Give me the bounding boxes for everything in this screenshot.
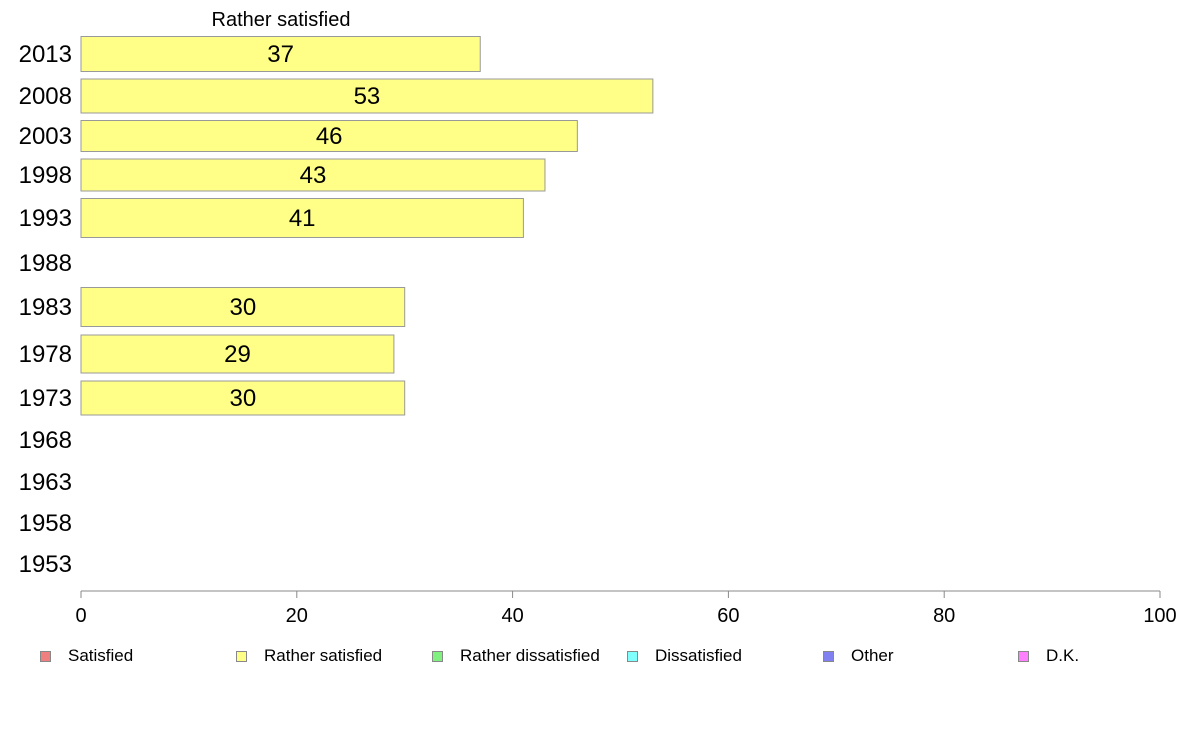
bar-value-label: 53 [354,83,381,110]
legend-label: Rather dissatisfied [460,646,600,665]
bar-value-label: 43 [300,162,327,189]
y-tick-label: 1998 [19,162,72,189]
y-tick-label: 1953 [19,551,72,578]
legend-label: D.K. [1046,646,1080,665]
y-tick-label: 1958 [19,510,72,537]
legend-swatch [432,650,443,662]
y-tick-label: 2003 [19,123,72,150]
legend-swatch [823,650,834,662]
bar-value-label: 30 [229,294,256,321]
x-axis-ticks: 0 20 40 60 80 100 [75,591,1177,627]
y-tick-label: 2013 [19,41,72,68]
legend-label: Other [851,646,894,665]
bar-group: 37 53 46 43 41 30 29 30 [80,36,654,416]
legend-label: Satisfied [68,646,134,665]
bar-value-label: 37 [267,41,294,68]
x-tick-label: 80 [933,605,955,627]
legend-item-satisfied: Satisfied [40,646,133,666]
bar [80,380,406,416]
legend-item-dk: D.K. [1018,646,1079,666]
x-tick-label: 20 [286,605,308,627]
legend-item-other: Other [823,646,894,666]
legend-swatch [236,650,247,662]
bar [80,287,406,327]
legend-item-rather-dissatisfied: Rather dissatisfied [432,646,600,666]
legend-item-dissatisfied: Dissatisfied [627,646,742,666]
legend-label: Dissatisfied [655,646,742,665]
y-tick-label: 1963 [19,469,72,496]
y-tick-label: 1978 [19,341,72,368]
bar-value-label: 30 [229,385,256,412]
legend-item-rather-satisfied: Rather satisfied [236,646,382,666]
x-tick-label: 60 [717,605,739,627]
y-tick-label: 1983 [19,294,72,321]
legend: Satisfied Rather satisfied Rather dissat… [0,646,1188,666]
legend-swatch [627,650,638,662]
legend-label: Rather satisfied [264,646,383,665]
bar-value-label: 46 [316,123,343,150]
x-tick-label: 100 [1143,605,1176,627]
chart-title: Rather satisfied [212,9,351,31]
x-tick-label: 0 [75,605,86,627]
bar [80,120,578,152]
bar [80,36,481,72]
x-tick-label: 40 [501,605,523,627]
bar-value-label: 29 [224,341,251,368]
legend-swatch [1018,650,1029,662]
y-tick-label: 1993 [19,205,72,232]
bar [80,334,395,374]
bar-value-label: 41 [289,205,316,232]
bar [80,78,654,114]
bar [80,198,524,238]
y-tick-label: 1968 [19,427,72,454]
legend-swatch [40,650,51,662]
y-tick-label: 1973 [19,385,72,412]
y-axis-labels: 2013 2008 2003 1998 1993 1988 1983 1978 1973 1968… [19,41,72,578]
bar [80,158,546,192]
y-tick-label: 1988 [19,250,72,277]
y-tick-label: 2008 [19,83,72,110]
